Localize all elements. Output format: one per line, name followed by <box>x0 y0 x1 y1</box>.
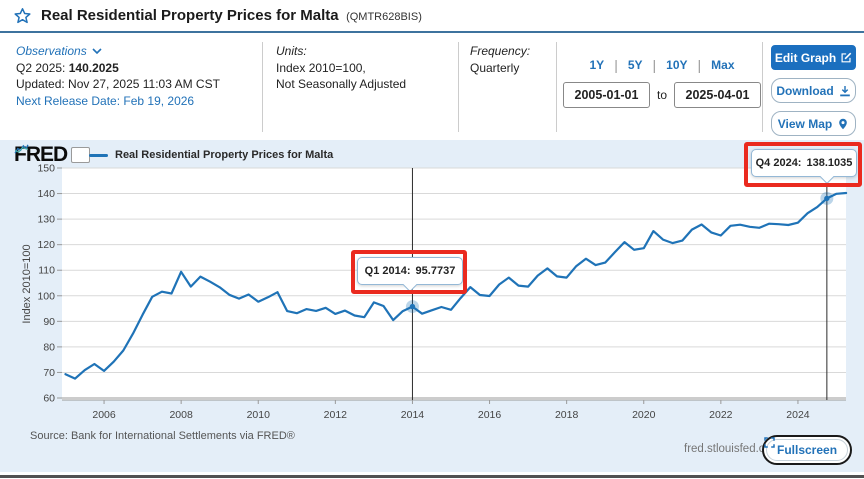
range-5y[interactable]: 5Y <box>627 58 643 72</box>
edit-graph-label: Edit Graph <box>774 50 837 65</box>
page-header: Real Residential Property Prices for Mal… <box>0 0 864 33</box>
latest-observation: Q2 2025: 140.2025 <box>16 60 220 77</box>
download-label: Download <box>776 83 834 98</box>
chart-container: 60 70 80 90 100 110 120 130 140 150 2006 2008 2010 20… <box>0 140 864 472</box>
fred-logo[interactable]: FRED <box>14 143 91 167</box>
x-tick-label: 2016 <box>478 409 502 421</box>
page-title: Real Residential Property Prices for Mal… <box>41 7 422 25</box>
y-tick-label: 70 <box>43 367 55 379</box>
highlight-marker <box>824 195 830 202</box>
date-range-controls: 1Y | 5Y | 10Y | Max to <box>563 57 762 108</box>
x-tick-label: 2010 <box>247 409 271 421</box>
frequency-block: Frequency: Quarterly <box>470 43 530 76</box>
chevron-down-icon <box>92 48 102 55</box>
x-tick-label: 2022 <box>709 409 733 421</box>
y-tick-label: 150 <box>37 163 55 175</box>
highlight-marker <box>409 303 416 310</box>
annotation-highlight-box-2 <box>744 142 862 187</box>
divider: | <box>614 57 618 73</box>
download-button[interactable]: Download <box>771 78 856 103</box>
end-date-input[interactable] <box>674 82 762 108</box>
latest-value: 140.2025 <box>68 60 119 75</box>
edit-pencil-icon <box>841 52 852 63</box>
legend-line-swatch <box>89 153 108 157</box>
x-tick-label: 2018 <box>555 409 579 421</box>
x-tick-label: 2012 <box>324 409 348 421</box>
y-tick-label: 100 <box>37 290 55 302</box>
legend-label: Real Residential Property Prices for Mal… <box>115 149 334 161</box>
chart-plot-area[interactable]: 60 70 80 90 100 110 120 130 140 150 2006 2008 2010 20… <box>0 140 864 472</box>
date-inputs: to <box>563 82 762 108</box>
x-tick-label: 2014 <box>401 409 425 421</box>
y-tick-label: 110 <box>38 265 55 277</box>
source-attribution: Source: Bank for International Settlemen… <box>30 430 295 442</box>
y-axis-title: Index 2010=100 <box>21 244 33 324</box>
x-tick-label: 2020 <box>632 409 656 421</box>
fullscreen-expand-icon <box>764 437 775 448</box>
y-tick-label: 60 <box>43 393 55 405</box>
fullscreen-button[interactable]: Fullscreen <box>762 435 853 465</box>
divider <box>458 42 459 132</box>
x-tick-label: 2008 <box>169 409 193 421</box>
view-map-label: View Map <box>777 116 833 131</box>
updated-timestamp: Updated: Nov 27, 2025 11:03 AM CST <box>16 77 220 91</box>
fred-logo-text: FRED <box>14 143 68 166</box>
tooltip-value: 138.1035 <box>806 157 853 169</box>
edit-graph-button[interactable]: Edit Graph <box>771 45 856 70</box>
divider <box>262 42 263 132</box>
chart-tooltip-q4-2024: Q4 2024: 138.1035 <box>751 149 857 185</box>
series-id: (QMTR628BIS) <box>346 10 422 23</box>
range-1y[interactable]: 1Y <box>589 58 605 72</box>
fred-logo-chart-icon <box>14 144 91 163</box>
y-tick-label: 120 <box>37 239 55 251</box>
tooltip-period: Q4 2024: <box>755 157 802 169</box>
divider: | <box>697 57 702 73</box>
range-max[interactable]: Max <box>711 58 735 72</box>
range-10y[interactable]: 10Y <box>666 58 688 72</box>
units-block: Units: Index 2010=100, Not Seasonally Ad… <box>276 43 406 93</box>
tooltip-value: 95.7737 <box>415 265 456 277</box>
y-tick-label: 130 <box>37 214 55 226</box>
series-line <box>64 191 848 380</box>
action-buttons: Edit Graph Download View Map <box>771 45 856 136</box>
map-pin-icon <box>839 118 848 129</box>
series-toolbar: Observations Q2 2025: 140.2025 Updated: … <box>0 35 864 140</box>
fullscreen-label: Fullscreen <box>777 443 838 457</box>
units-line2: Not Seasonally Adjusted <box>276 77 407 91</box>
range-links: 1Y | 5Y | 10Y | Max <box>563 57 761 73</box>
y-tick-label: 140 <box>37 188 55 200</box>
divider <box>556 42 557 132</box>
units-line1: Index 2010=100, <box>276 60 366 75</box>
y-tick-label: 80 <box>43 341 55 353</box>
annotation-highlight-box-1 <box>351 250 467 294</box>
observations-dropdown[interactable]: Observations <box>16 43 102 60</box>
chart-tooltip-q1-2014: Q1 2014: 95.7737 <box>357 257 463 293</box>
y-tick-label: 90 <box>43 316 55 328</box>
site-watermark: fred.stlouisfed.org <box>684 443 776 455</box>
view-map-button[interactable]: View Map <box>771 111 856 136</box>
latest-period: Q2 2025: <box>16 60 66 75</box>
chart-legend: Real Residential Property Prices for Mal… <box>89 149 333 161</box>
frequency-label: Frequency: <box>470 44 531 58</box>
tooltip-period: Q1 2014: <box>364 265 411 277</box>
window-bottom-edge <box>0 475 864 478</box>
start-date-input[interactable] <box>563 82 650 108</box>
frequency-value: Quarterly <box>470 60 520 75</box>
x-tick-label: 2024 <box>786 409 810 421</box>
divider <box>762 42 763 132</box>
observations-block: Observations Q2 2025: 140.2025 Updated: … <box>16 43 220 109</box>
download-icon <box>839 85 850 96</box>
to-label: to <box>657 88 668 102</box>
divider: | <box>652 57 657 73</box>
next-release-link[interactable]: Next Release Date: Feb 19, 2026 <box>16 93 195 108</box>
x-tick-label: 2006 <box>92 409 116 421</box>
observations-label: Observations <box>16 44 87 58</box>
units-label: Units: <box>276 44 307 58</box>
favorite-star-icon[interactable] <box>13 7 32 25</box>
series-title: Real Residential Property Prices for Mal… <box>41 6 339 24</box>
